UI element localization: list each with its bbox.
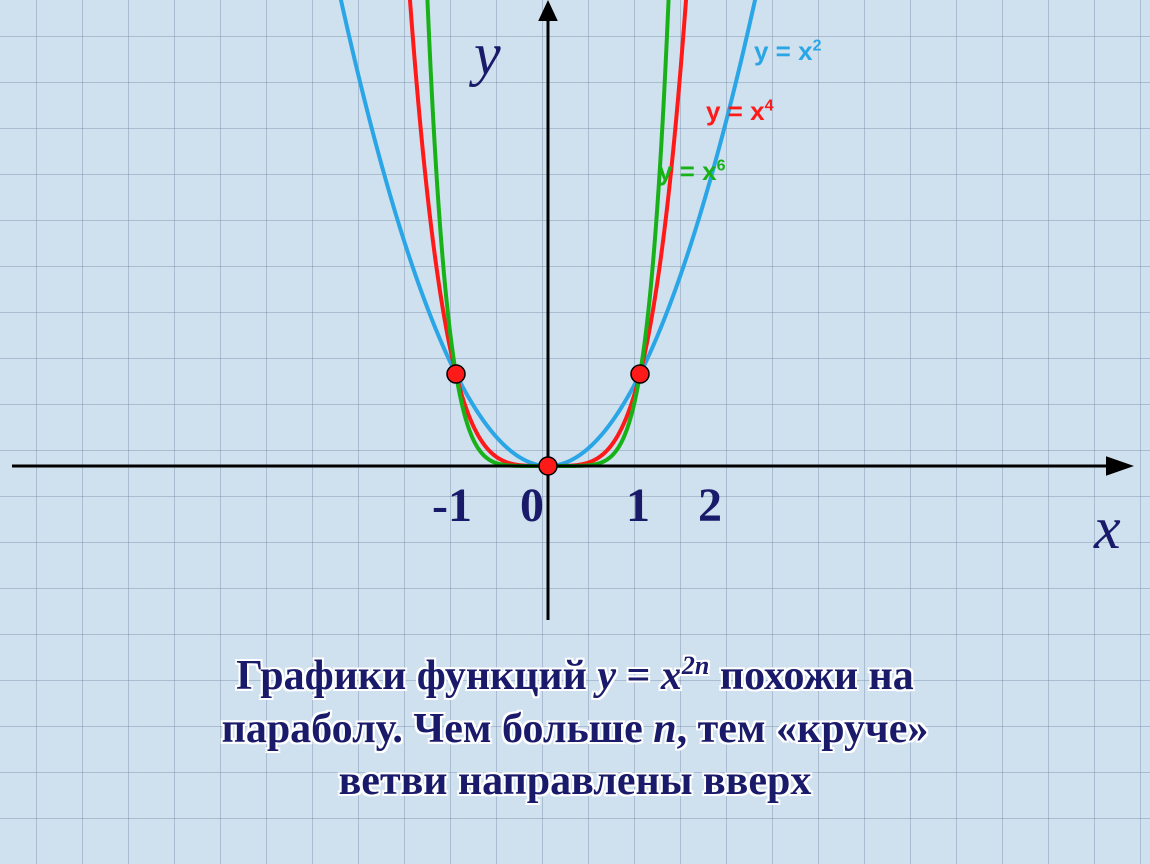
tick-two: 2	[698, 478, 722, 533]
label-x6: y = x6	[658, 156, 725, 187]
caption-text: Графики функций y = x2n похожи на парабо…	[0, 650, 1150, 808]
y-axis-label: y	[474, 20, 501, 89]
x-axis-label: x	[1094, 494, 1121, 563]
tick-one: 1	[626, 478, 650, 533]
label-x2: y = x2	[754, 36, 821, 67]
tick-minus1: -1	[432, 478, 472, 533]
tick-zero: 0	[520, 478, 544, 533]
label-x4: y = x4	[706, 96, 773, 127]
